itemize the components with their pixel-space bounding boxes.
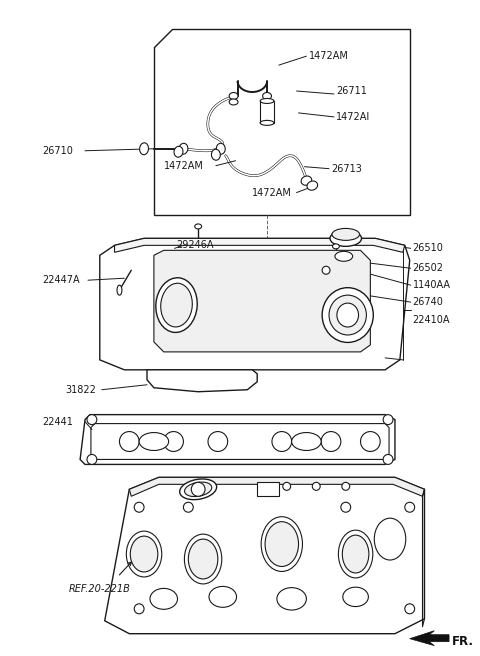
Ellipse shape [374,518,406,560]
Ellipse shape [179,143,188,154]
Text: 26502: 26502 [413,263,444,274]
Text: 31822: 31822 [65,384,96,395]
Ellipse shape [174,146,183,157]
Text: 1140AA: 1140AA [413,280,451,290]
Ellipse shape [180,479,216,500]
Text: 26740: 26740 [413,297,444,307]
Ellipse shape [333,244,339,249]
Text: 26510: 26510 [413,243,444,253]
Text: REF.20-221B: REF.20-221B [68,584,130,594]
Polygon shape [154,30,410,215]
Ellipse shape [322,266,330,274]
Ellipse shape [292,432,321,451]
Polygon shape [100,238,410,370]
Ellipse shape [277,588,306,610]
Text: 22441: 22441 [43,417,73,426]
Circle shape [134,502,144,512]
Text: 26713: 26713 [331,164,362,174]
Polygon shape [115,238,405,253]
Ellipse shape [195,224,202,229]
Circle shape [87,415,97,424]
Circle shape [312,482,320,490]
Text: 22410A: 22410A [413,315,450,325]
Ellipse shape [265,522,299,567]
Ellipse shape [184,534,222,584]
Ellipse shape [343,587,368,607]
Circle shape [192,482,205,497]
Ellipse shape [322,288,373,342]
Polygon shape [154,251,371,352]
Text: 26711: 26711 [336,86,367,96]
Ellipse shape [229,99,238,105]
Circle shape [208,432,228,451]
Ellipse shape [329,295,366,335]
Ellipse shape [263,92,272,100]
Ellipse shape [337,303,359,327]
Ellipse shape [307,181,318,190]
Polygon shape [105,478,424,634]
Ellipse shape [139,432,168,451]
Polygon shape [410,630,449,646]
Polygon shape [80,415,395,464]
Polygon shape [147,370,257,392]
Ellipse shape [335,251,353,261]
Circle shape [341,502,351,512]
Ellipse shape [150,588,178,609]
Circle shape [272,432,292,451]
Text: FR.: FR. [452,635,474,648]
Text: 1472AM: 1472AM [252,188,292,197]
Circle shape [383,415,393,424]
Text: 29246A: 29246A [177,240,214,251]
Ellipse shape [188,539,218,579]
Text: 1472AI: 1472AI [336,112,370,122]
Bar [257,482,279,497]
Circle shape [283,482,291,490]
Text: 26710: 26710 [43,146,73,155]
Circle shape [164,432,183,451]
Circle shape [120,432,139,451]
Ellipse shape [260,98,274,104]
Polygon shape [129,478,424,497]
Circle shape [405,604,415,614]
Ellipse shape [140,143,148,155]
Ellipse shape [216,143,225,154]
Ellipse shape [184,482,212,497]
Circle shape [360,432,380,451]
Ellipse shape [261,517,302,571]
Text: 1472AM: 1472AM [309,51,349,61]
Ellipse shape [126,531,162,577]
Ellipse shape [342,535,369,573]
Ellipse shape [330,230,361,247]
Circle shape [134,604,144,614]
Ellipse shape [212,150,220,160]
Text: 1472AM: 1472AM [164,161,204,171]
Ellipse shape [338,530,373,578]
Ellipse shape [209,586,237,607]
Circle shape [405,502,415,512]
Circle shape [183,502,193,512]
Ellipse shape [332,228,360,240]
Ellipse shape [117,285,122,295]
Bar [260,101,274,123]
Ellipse shape [260,121,274,125]
Ellipse shape [161,283,192,327]
Circle shape [87,455,97,464]
Ellipse shape [229,92,238,100]
Ellipse shape [301,176,312,185]
Ellipse shape [130,536,158,572]
Text: 22447A: 22447A [43,276,80,285]
Ellipse shape [156,277,197,333]
Circle shape [321,432,341,451]
Circle shape [383,455,393,464]
Circle shape [342,482,350,490]
